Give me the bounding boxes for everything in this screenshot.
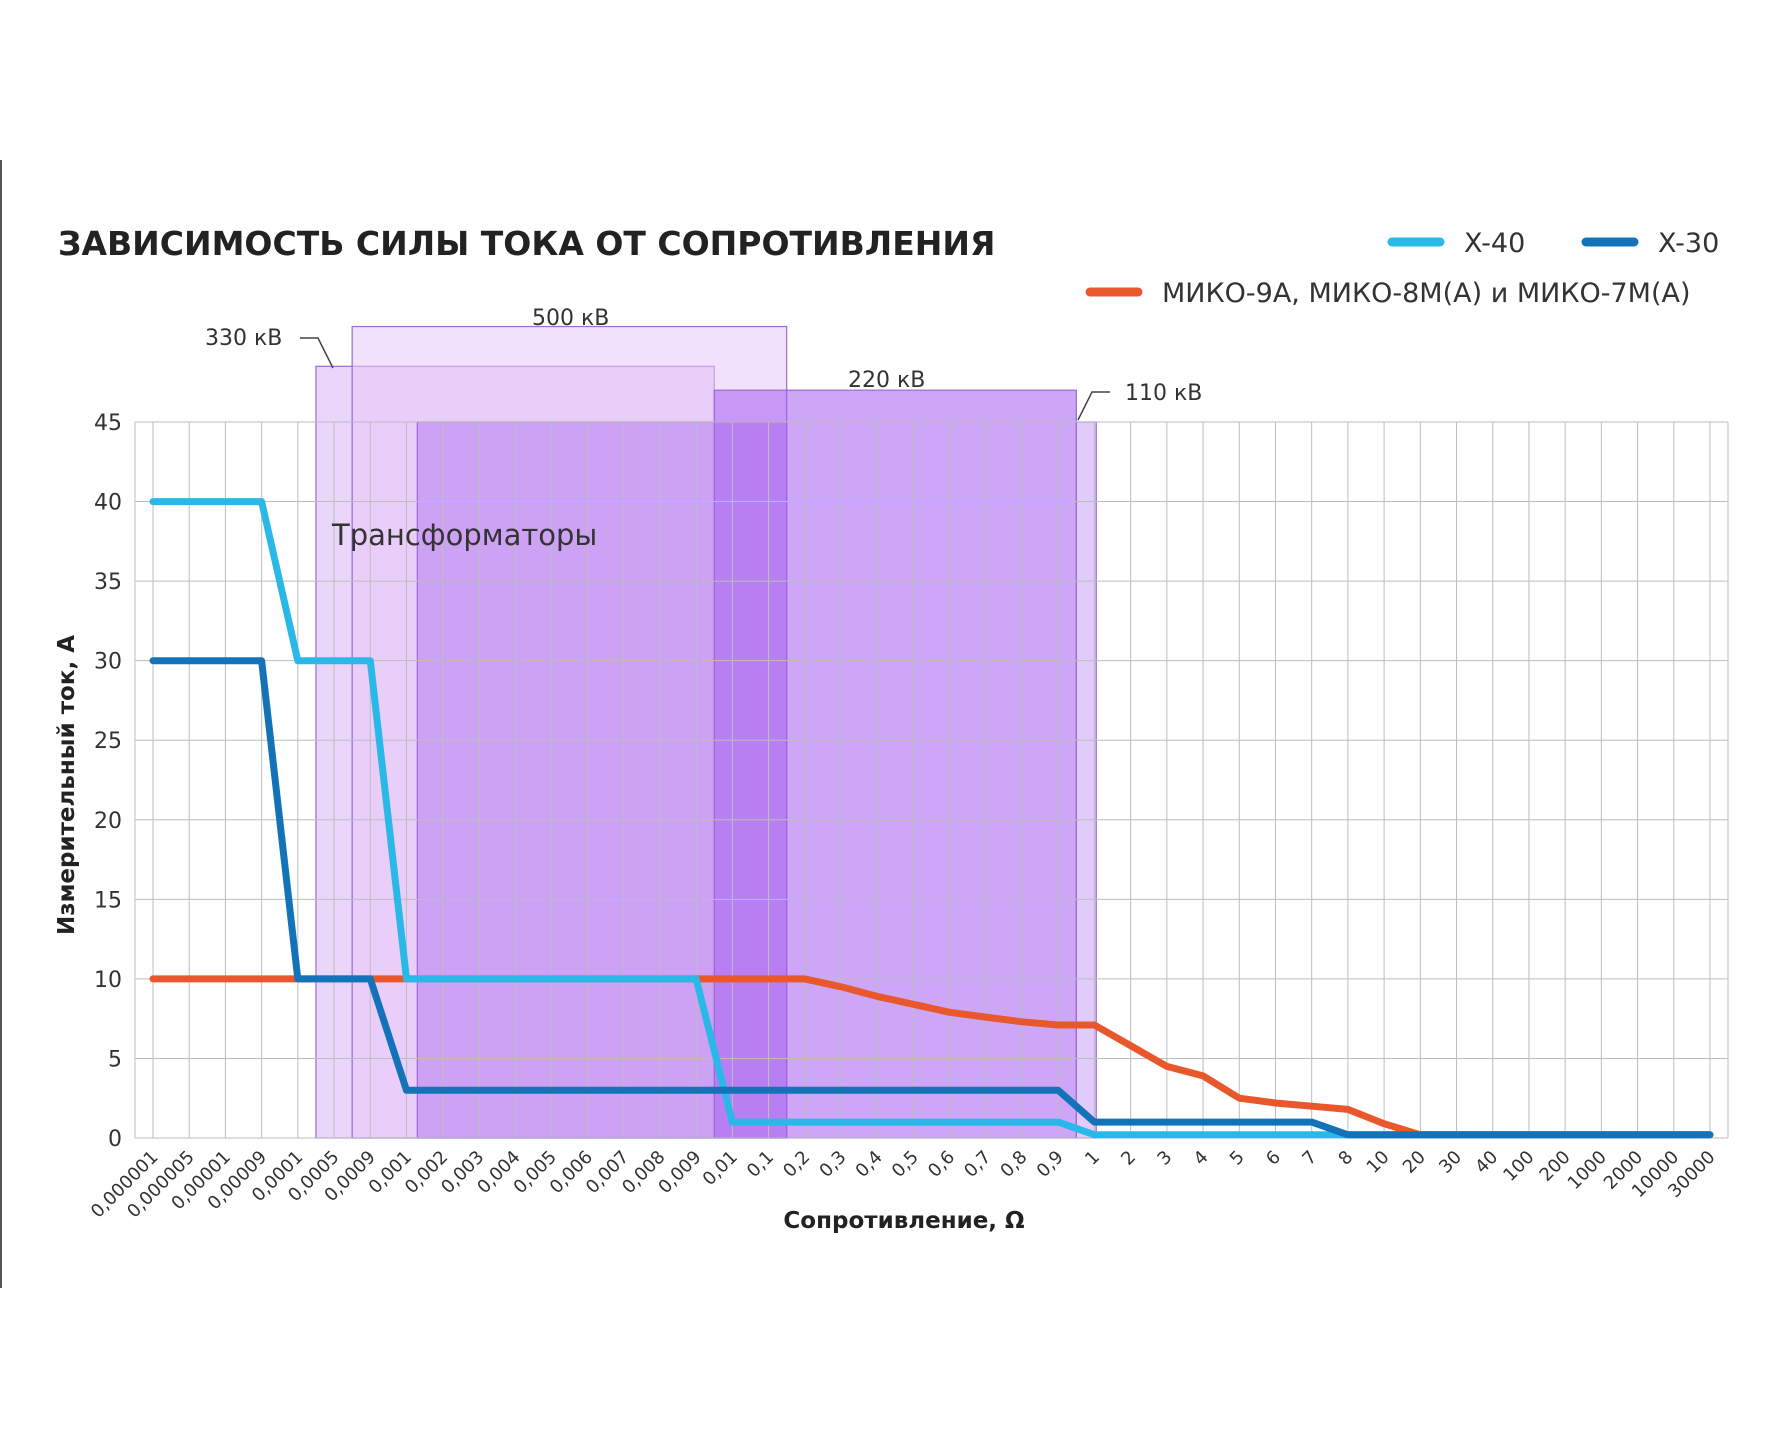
x-tick-label: 0,2 xyxy=(779,1147,814,1182)
x-tick-label: 0,6 xyxy=(924,1147,959,1182)
zone-label: 110 кВ xyxy=(1125,381,1202,406)
x-tick-label: 4 xyxy=(1190,1147,1213,1170)
x-tick-label: 0,01 xyxy=(699,1147,742,1190)
x-tick-label: 1 xyxy=(1081,1147,1104,1170)
x-tick-label: 0,3 xyxy=(815,1147,850,1182)
transformers-annotation: Трансформаторы xyxy=(331,518,597,552)
x-tick-label: 7 xyxy=(1298,1147,1321,1170)
y-tick-label: 30 xyxy=(94,650,122,675)
x-tick-label: 100 xyxy=(1499,1147,1538,1186)
zone-leader-line xyxy=(300,337,334,369)
y-tick-label: 25 xyxy=(94,729,122,754)
x-tick-label: 3 xyxy=(1153,1147,1176,1170)
x-tick-label: 8 xyxy=(1334,1147,1357,1170)
x-tick-label: 0,1 xyxy=(743,1147,778,1182)
y-tick-label: 20 xyxy=(94,809,122,834)
x-axis-title: Сопротивление, Ω xyxy=(783,1208,1024,1234)
y-tick-label: 15 xyxy=(94,888,122,913)
legend-label-x40: X-40 xyxy=(1464,228,1525,259)
x-tick-label: 10 xyxy=(1363,1147,1394,1178)
series-line xyxy=(149,657,1714,1139)
x-tick-label: 0,8 xyxy=(996,1147,1031,1182)
x-tick-label: 0,7 xyxy=(960,1147,995,1182)
zone-leader-line xyxy=(1077,391,1110,421)
x-tick-label: 40 xyxy=(1471,1147,1502,1178)
y-tick-label: 10 xyxy=(94,968,122,993)
chart-title: ЗАВИСИМОСТЬ СИЛЫ ТОКА ОТ СОПРОТИВЛЕНИЯ xyxy=(58,224,995,263)
x-tick-label: 20 xyxy=(1399,1147,1430,1178)
x-tick-label: 30 xyxy=(1435,1147,1466,1178)
y-tick-label: 0 xyxy=(108,1127,122,1152)
legend-label-x30: X-30 xyxy=(1658,228,1719,259)
y-tick-label: 35 xyxy=(94,570,122,595)
x-tick-label: 1000 xyxy=(1564,1147,1611,1194)
y-axis-title: Измерительный ток, А xyxy=(54,635,80,935)
grid xyxy=(134,421,1729,1139)
y-axis-ticks: 0 5 10 15 20 25 30 35 40 45 xyxy=(94,411,122,1152)
series-line xyxy=(149,975,1714,1139)
x-tick-label: 0,5 xyxy=(888,1147,923,1182)
y-tick-label: 40 xyxy=(94,491,122,516)
zone-rect xyxy=(1075,421,1097,1139)
zone-label: 220 кВ xyxy=(848,368,925,393)
legend: X-40 X-30 МИКО-9А, МИКО-8М(А) и МИКО-7М(… xyxy=(1085,228,1719,309)
x-tick-label: 5 xyxy=(1226,1147,1249,1170)
y-tick-label: 5 xyxy=(108,1047,122,1072)
x-tick-label: 0,4 xyxy=(852,1147,887,1182)
x-tick-label: 0,9 xyxy=(1033,1147,1068,1182)
zone-label: 330 кВ xyxy=(205,326,282,351)
series-lines xyxy=(149,498,1714,1139)
x-tick-label: 6 xyxy=(1262,1147,1285,1170)
legend-label-miko: МИКО-9А, МИКО-8М(А) и МИКО-7М(А) xyxy=(1162,278,1691,309)
zone-rect xyxy=(713,389,1077,1139)
zone-label: 500 кВ xyxy=(532,306,609,331)
y-tick-label: 45 xyxy=(94,411,122,436)
x-tick-label: 2 xyxy=(1117,1147,1140,1170)
